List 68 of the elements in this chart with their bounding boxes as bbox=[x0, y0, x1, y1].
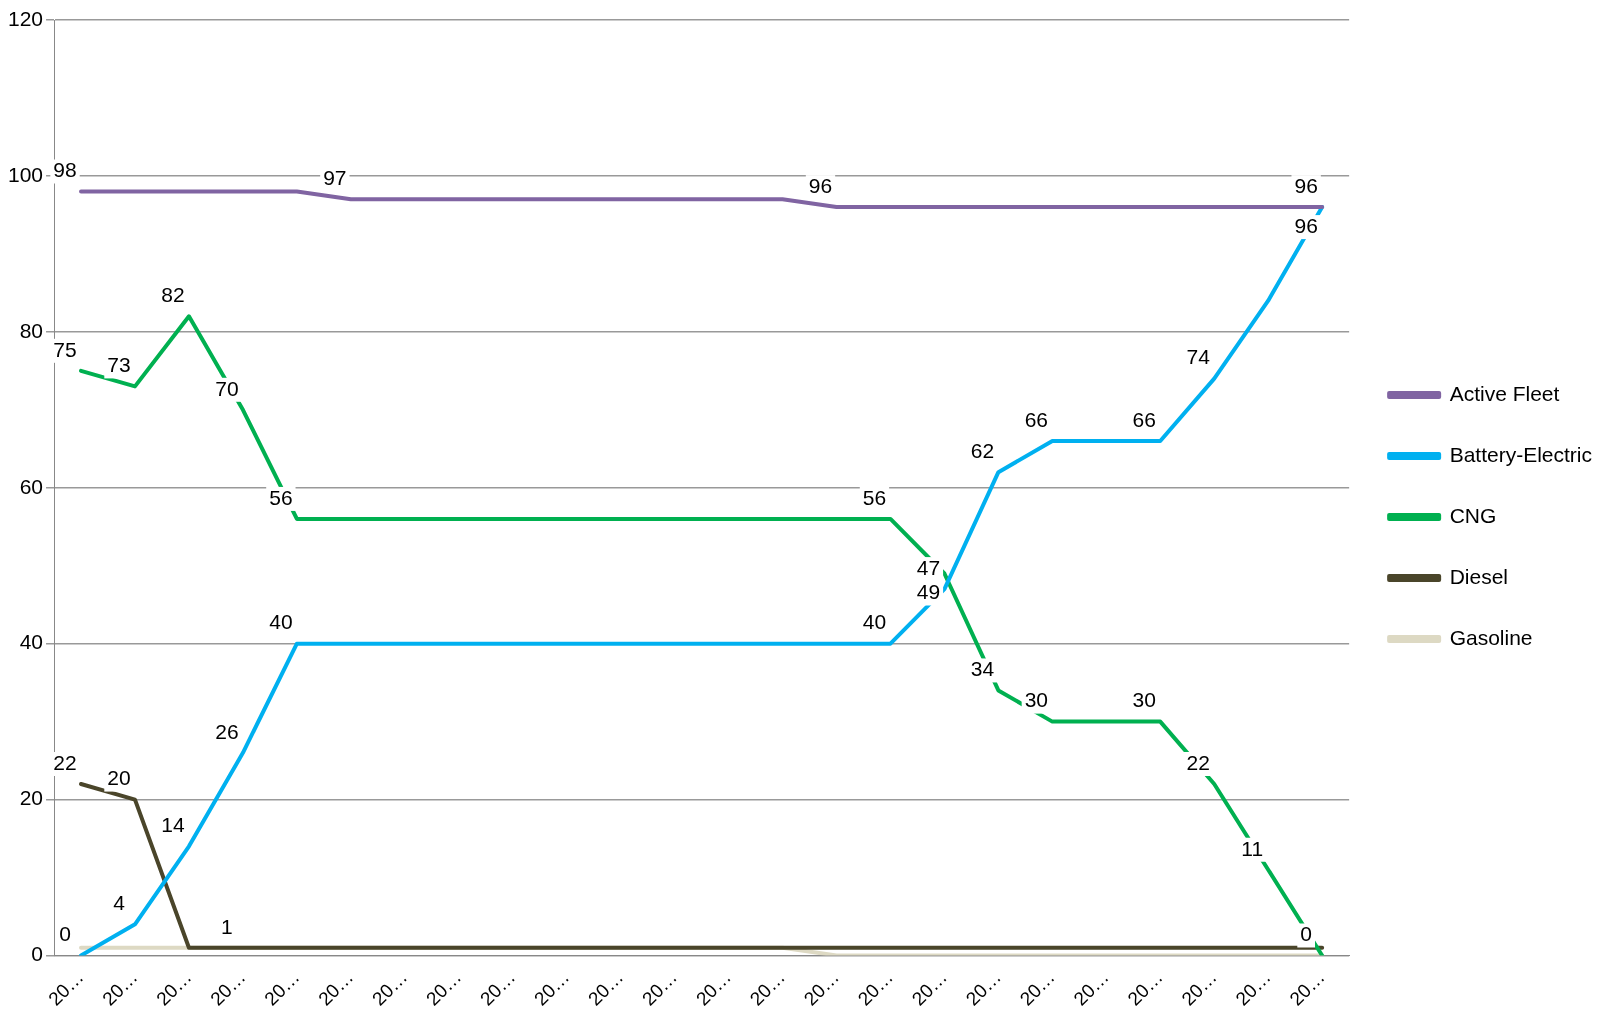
data-label: 66 bbox=[1024, 407, 1049, 431]
x-tick-label: 20… bbox=[529, 966, 574, 1010]
legend-label: Diesel bbox=[1449, 564, 1508, 588]
y-tick-label: 80 bbox=[19, 318, 44, 342]
x-tick-label: 20… bbox=[476, 966, 520, 1010]
data-label: 0 bbox=[59, 922, 71, 946]
y-tick-label: 120 bbox=[7, 6, 44, 30]
y-tick-label: 60 bbox=[19, 474, 44, 498]
x-tick-label: 20… bbox=[637, 966, 682, 1010]
x-tick-label: 20… bbox=[745, 966, 790, 1010]
data-label: 96 bbox=[1294, 213, 1318, 237]
y-tick-label: 100 bbox=[7, 162, 44, 186]
data-label: 0 bbox=[1300, 922, 1312, 946]
data-label: 70 bbox=[215, 376, 239, 400]
legend-label: Active Fleet bbox=[1449, 381, 1560, 405]
data-label: 74 bbox=[1186, 345, 1211, 369]
data-label: 47 bbox=[916, 555, 941, 579]
data-label: 34 bbox=[970, 657, 995, 681]
x-tick-label: 20… bbox=[260, 966, 304, 1010]
data-label: 22 bbox=[53, 750, 77, 774]
data-label: 82 bbox=[161, 283, 185, 307]
data-label: 30 bbox=[1024, 688, 1049, 712]
x-tick-label: 20… bbox=[314, 966, 358, 1010]
data-label: 56 bbox=[269, 485, 293, 509]
data-label: 30 bbox=[1132, 688, 1156, 712]
data-label: 40 bbox=[269, 610, 293, 634]
x-tick-label: 20… bbox=[907, 966, 951, 1010]
data-label: 75 bbox=[53, 337, 77, 361]
x-tick-label: 20… bbox=[1231, 966, 1275, 1010]
legend-label: CNG bbox=[1449, 503, 1497, 527]
x-tick-label: 20… bbox=[1123, 966, 1167, 1010]
x-tick-label: 20… bbox=[583, 966, 628, 1010]
x-tick-label: 20… bbox=[691, 966, 736, 1010]
x-tick-label: 20… bbox=[98, 966, 142, 1010]
x-tick-label: 20… bbox=[853, 966, 897, 1010]
data-label: 98 bbox=[53, 158, 77, 182]
data-label: 22 bbox=[1186, 750, 1210, 774]
data-label: 97 bbox=[323, 166, 347, 190]
x-tick-label: 20… bbox=[44, 966, 88, 1010]
x-tick-label: 20… bbox=[799, 966, 844, 1010]
x-tick-label: 20… bbox=[1177, 966, 1221, 1010]
data-label: 4 bbox=[113, 891, 126, 915]
x-tick-label: 20… bbox=[152, 966, 196, 1010]
data-label: 26 bbox=[215, 719, 239, 743]
x-tick-label: 20… bbox=[1285, 966, 1329, 1010]
x-tick-label: 20… bbox=[206, 966, 250, 1010]
data-label: 40 bbox=[862, 610, 887, 634]
data-label: 11 bbox=[1241, 836, 1264, 860]
y-tick-label: 20 bbox=[19, 786, 44, 810]
x-tick-label: 20… bbox=[368, 966, 412, 1010]
x-tick-label: 20… bbox=[422, 966, 466, 1010]
data-label: 73 bbox=[107, 353, 131, 377]
legend-label: Battery-Electric bbox=[1449, 442, 1593, 466]
y-tick-label: 40 bbox=[19, 630, 44, 654]
data-label: 1 bbox=[221, 914, 233, 938]
data-label: 96 bbox=[1294, 173, 1318, 197]
data-label: 96 bbox=[808, 173, 833, 197]
x-tick-label: 20… bbox=[1069, 966, 1113, 1010]
data-label: 14 bbox=[161, 813, 185, 837]
legend-label: Gasoline bbox=[1449, 625, 1533, 649]
x-tick-label: 20… bbox=[1015, 966, 1059, 1010]
data-label: 66 bbox=[1132, 407, 1156, 431]
data-label: 20 bbox=[107, 766, 131, 790]
data-label: 62 bbox=[970, 438, 995, 462]
x-tick-label: 20… bbox=[961, 966, 1005, 1010]
data-label: 56 bbox=[862, 485, 887, 509]
data-label: 49 bbox=[916, 580, 941, 604]
y-tick-label: 0 bbox=[31, 942, 44, 966]
